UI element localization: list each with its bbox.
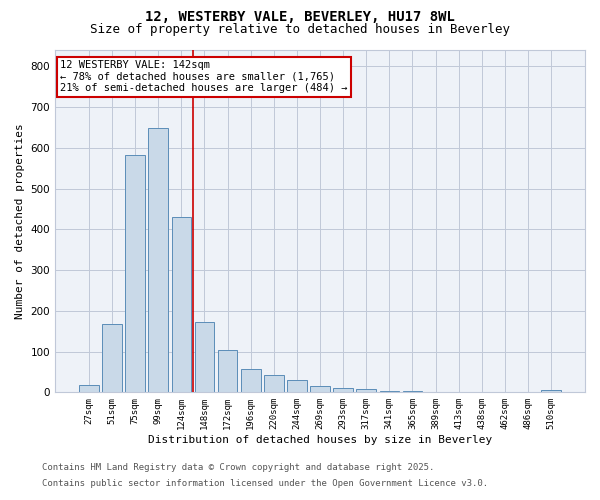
Bar: [287, 380, 307, 392]
Bar: [264, 375, 284, 392]
Text: 12, WESTERBY VALE, BEVERLEY, HU17 8WL: 12, WESTERBY VALE, BEVERLEY, HU17 8WL: [145, 10, 455, 24]
X-axis label: Distribution of detached houses by size in Beverley: Distribution of detached houses by size …: [148, 435, 492, 445]
Bar: [334, 388, 353, 392]
Text: Contains public sector information licensed under the Open Government Licence v3: Contains public sector information licen…: [42, 478, 488, 488]
Bar: [194, 322, 214, 392]
Bar: [403, 390, 422, 392]
Text: Size of property relative to detached houses in Beverley: Size of property relative to detached ho…: [90, 22, 510, 36]
Bar: [172, 217, 191, 392]
Bar: [541, 390, 561, 392]
Bar: [79, 385, 99, 392]
Y-axis label: Number of detached properties: Number of detached properties: [15, 124, 25, 319]
Bar: [380, 390, 399, 392]
Text: Contains HM Land Registry data © Crown copyright and database right 2025.: Contains HM Land Registry data © Crown c…: [42, 464, 434, 472]
Bar: [241, 369, 260, 392]
Bar: [148, 128, 168, 392]
Text: 12 WESTERBY VALE: 142sqm
← 78% of detached houses are smaller (1,765)
21% of sem: 12 WESTERBY VALE: 142sqm ← 78% of detach…: [61, 60, 348, 94]
Bar: [310, 386, 330, 392]
Bar: [218, 350, 238, 393]
Bar: [356, 388, 376, 392]
Bar: [102, 324, 122, 392]
Bar: [125, 154, 145, 392]
